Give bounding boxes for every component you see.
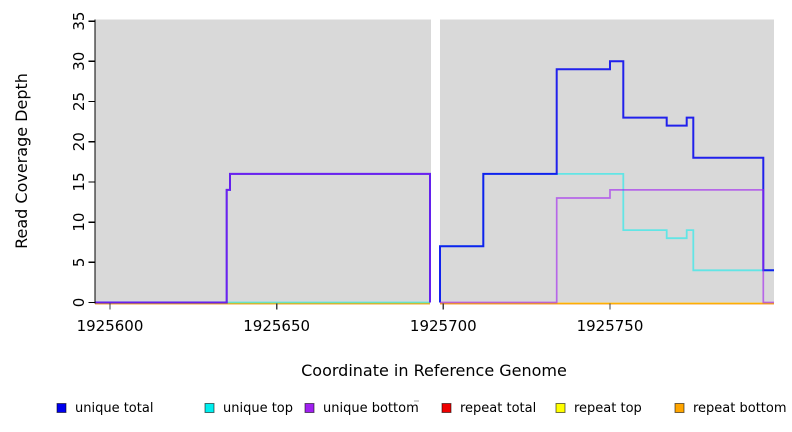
legend-swatch-repeat-total [441, 403, 452, 413]
legend-label-unique-top: unique top [223, 401, 293, 416]
y-axis-title: Read Coverage Depth [12, 73, 31, 249]
x-tick-label-1925750: 1925750 [577, 317, 644, 335]
y-tick-label-30: 30 [70, 52, 88, 71]
stray-mark [414, 400, 419, 402]
axes-group: 0 5 10 15 20 25 30 35 1925600 1925650 1925700 19257… [70, 12, 643, 335]
legend-label-repeat-top: repeat top [574, 401, 642, 416]
legend-swatch-unique-top [204, 403, 215, 413]
series-line-unique-bottom [95, 173, 774, 304]
legend-swatch-unique-total [56, 403, 67, 413]
y-tick-label-0: 0 [70, 298, 88, 308]
legend-label-repeat-bottom: repeat bottom [693, 401, 787, 416]
plot-background-group [95, 19, 774, 305]
y-tick-label-35: 35 [70, 12, 88, 31]
legend-label-repeat-total: repeat total [460, 401, 536, 416]
x-tick-label-1925650: 1925650 [243, 317, 310, 335]
series-lines-group [95, 60, 774, 305]
legend-swatch-unique-bottom [304, 403, 315, 413]
y-tick-label-5: 5 [70, 258, 88, 268]
x-axis-title: Coordinate in Reference Genome [301, 361, 567, 380]
legend-group: unique total unique top unique bottom repea… [56, 401, 787, 416]
legend-label-unique-total: unique total [75, 401, 153, 416]
y-tick-label-25: 25 [70, 92, 88, 111]
no-data-gap-band [431, 19, 440, 305]
y-tick-label-10: 10 [70, 213, 88, 232]
legend-swatch-repeat-top [555, 403, 566, 413]
legend-label-unique-bottom: unique bottom [323, 401, 419, 416]
x-tick-label-1925700: 1925700 [410, 317, 477, 335]
x-tick-label-1925600: 1925600 [77, 317, 144, 335]
y-tick-label-20: 20 [70, 132, 88, 151]
y-tick-label-15: 15 [70, 172, 88, 191]
legend-swatch-repeat-bottom [674, 403, 685, 413]
